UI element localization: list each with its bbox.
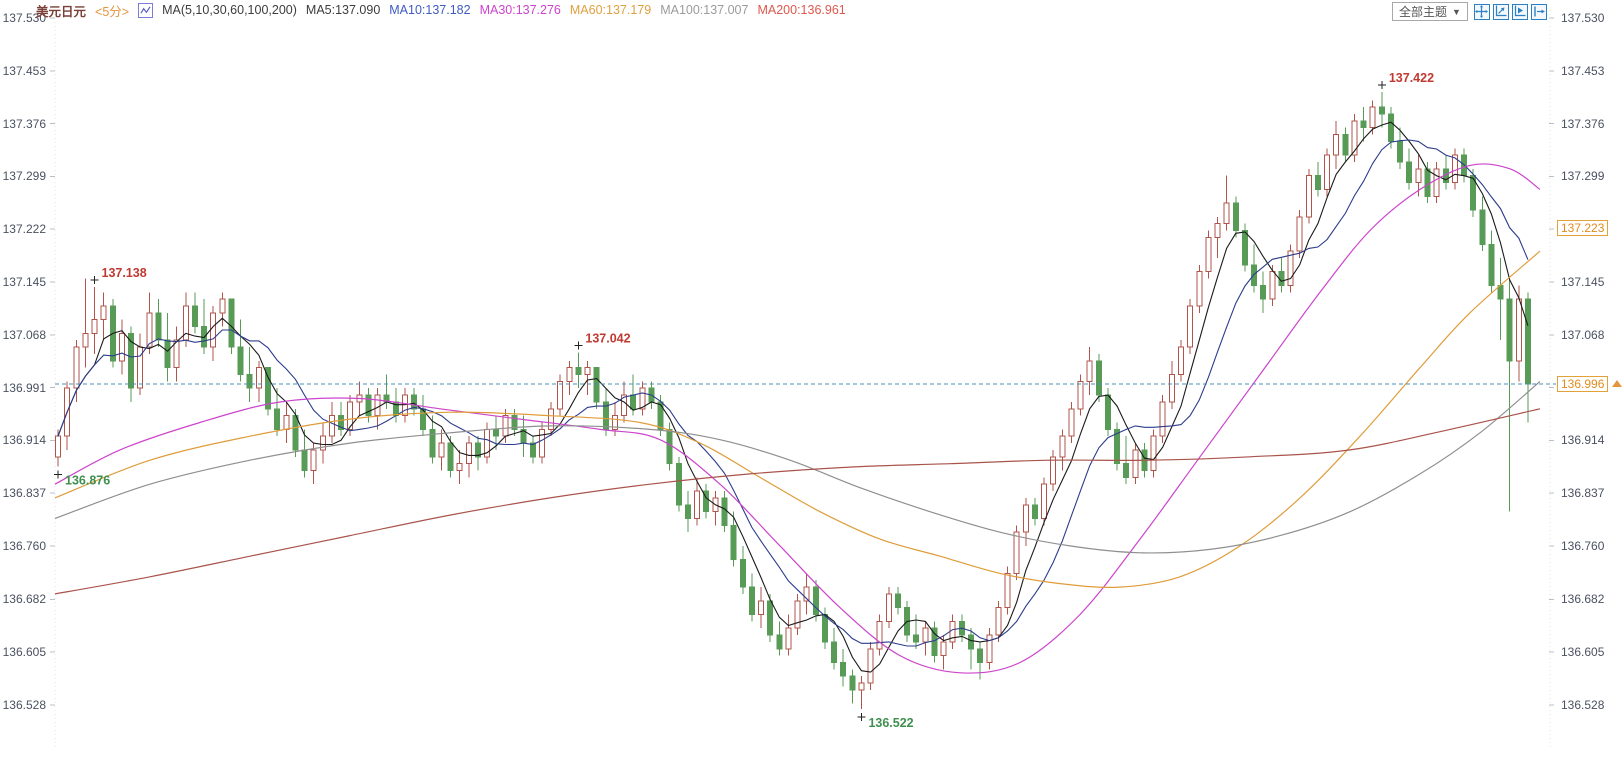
y-axis-label: 137.376 [1561, 116, 1605, 131]
chevron-down-icon: ▼ [1452, 6, 1461, 17]
ma30-legend: MA30:137.276 [479, 3, 561, 17]
y-axis-label: 136.837 [2, 486, 46, 501]
ma60-legend: MA60:137.179 [569, 3, 652, 17]
swing-high-annotation: 137.042 [585, 332, 630, 346]
swing-low-annotation: 136.876 [65, 473, 110, 487]
swing-low-annotation: 136.522 [868, 716, 913, 730]
theme-dropdown-label: 全部主题 [1399, 5, 1448, 19]
theme-dropdown[interactable]: 全部主题 ▼ [1392, 2, 1468, 21]
chart-toolbar: 全部主题 ▼ [1392, 2, 1547, 21]
y-axis-label: 136.528 [1561, 698, 1605, 712]
last-price-tag: 136.996 [1557, 376, 1609, 393]
y-axis-label: 137.068 [1561, 327, 1605, 342]
y-axis-label: 136.528 [2, 698, 46, 712]
latest-price-arrow-icon [1612, 380, 1622, 388]
y-axis-label: 136.837 [1561, 486, 1605, 501]
y-axis-label: 137.530 [2, 11, 46, 25]
y-axis-label: 137.299 [1561, 169, 1605, 184]
swing-high-annotation: 137.422 [1389, 71, 1434, 85]
crosshair-pan-icon [1475, 5, 1489, 18]
y-axis-label: 136.605 [1561, 645, 1605, 660]
y-axis-label: 136.914 [2, 433, 46, 448]
y-axis-label: 136.682 [1561, 592, 1605, 607]
symbol-title: 美元日元 [36, 4, 87, 19]
y-axis-label: 137.453 [2, 63, 46, 78]
auto-scale-axis-button[interactable] [1492, 3, 1509, 20]
upper-price-tag: 137.223 [1557, 220, 1609, 237]
ma10-legend: MA10:137.182 [389, 3, 471, 17]
forward-axis-button[interactable] [1511, 3, 1528, 20]
jump-to-latest-button[interactable] [1530, 3, 1547, 20]
y-axis-label: 136.760 [2, 538, 46, 553]
y-axis-label: 137.068 [2, 327, 46, 342]
ma200-legend: MA200:136.961 [757, 3, 846, 17]
indicator-settings-icon[interactable] [138, 2, 154, 18]
crosshair-pan-button[interactable] [1473, 3, 1490, 20]
auto-scale-axis-icon [1496, 5, 1507, 17]
y-axis-label: 137.453 [1561, 63, 1605, 78]
ma100-legend: MA100:137.007 [660, 3, 749, 17]
ma-settings-label: MA(5,10,30,60,100,200) [162, 3, 297, 17]
y-axis-label: 137.222 [2, 222, 46, 237]
y-axis-label: 136.605 [2, 645, 46, 660]
y-axis-label: 136.682 [2, 592, 46, 607]
ma5-legend: MA5:137.090 [305, 3, 381, 17]
y-axis-label: 137.376 [2, 116, 46, 131]
y-axis-label: 137.299 [2, 169, 46, 184]
chart-header: 美元日元 <5分> MA(5,10,30,60,100,200) MA5:137… [36, 2, 846, 19]
forward-axis-icon [1515, 5, 1526, 17]
jump-to-latest-icon [1534, 6, 1546, 17]
swing-high-annotation: 137.138 [102, 266, 147, 280]
interval-tag: <5分> [95, 4, 130, 19]
y-axis-label: 137.145 [2, 274, 46, 289]
y-axis-label: 136.991 [2, 380, 46, 395]
y-axis-label: 136.914 [1561, 433, 1605, 448]
y-axis-label: 137.530 [1561, 11, 1605, 25]
y-axis-label: 136.760 [1561, 538, 1605, 553]
y-axis-label: 137.145 [1561, 274, 1605, 289]
